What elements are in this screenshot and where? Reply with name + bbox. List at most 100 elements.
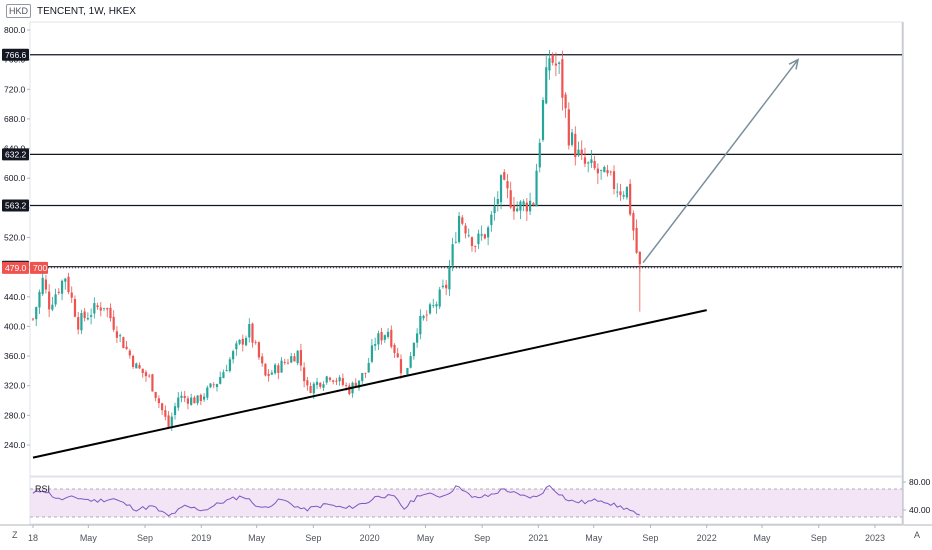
time-tick-label: May [248, 533, 266, 543]
candle-body [380, 331, 383, 341]
candle-body [244, 337, 248, 346]
candle-body [474, 246, 477, 247]
candle-body [115, 331, 119, 338]
candle-body [157, 398, 160, 404]
candle-body [612, 171, 616, 189]
candle-body [338, 377, 341, 382]
candle-body [432, 305, 435, 306]
price-tick-label: 360.0 [4, 351, 26, 361]
candle-body [222, 372, 225, 379]
candle-body [554, 63, 558, 66]
current-price-label: 479.0 [5, 263, 27, 273]
time-tick-label: Sep [305, 533, 321, 543]
candle-body [35, 307, 38, 320]
candle-body [106, 308, 109, 310]
candle-body [86, 318, 89, 320]
candle-body [303, 367, 306, 382]
candle-body [354, 382, 357, 388]
price-tick-label: 680.0 [4, 114, 26, 124]
candle-body [199, 394, 202, 402]
candle-body [445, 284, 448, 289]
countdown-label: 700 [33, 263, 47, 273]
candle-body [125, 346, 128, 349]
candle-body [135, 363, 138, 369]
support-trendline[interactable] [32, 309, 707, 459]
candle-body [396, 353, 399, 358]
time-tick-label: Sep [811, 533, 827, 543]
candle-body [325, 376, 328, 383]
candle-body [564, 94, 567, 109]
price-tick-label: 440.0 [4, 292, 26, 302]
candle-body [583, 157, 587, 164]
projection-arrow-head [788, 58, 800, 70]
candle-body [593, 160, 596, 169]
candle-body [261, 356, 264, 364]
candle-body [438, 289, 441, 307]
rsi-pane-title: RSI [35, 484, 51, 494]
candle-body [293, 356, 296, 362]
candle-body [599, 170, 603, 171]
projection-arrow[interactable] [642, 59, 799, 264]
price-tick-label: 600.0 [4, 173, 26, 183]
candle-body [151, 374, 154, 392]
candle-body [241, 338, 244, 345]
candle-body [267, 373, 270, 376]
candle-body [525, 202, 528, 212]
candle-body [528, 200, 532, 212]
candle-body [190, 397, 193, 405]
time-tick-label: 2022 [697, 533, 717, 543]
candle-body [141, 368, 144, 374]
candle-body [99, 307, 102, 311]
candle-body [435, 304, 438, 307]
time-tick-label: May [754, 533, 772, 543]
candle-body [580, 149, 583, 156]
candle-body [535, 170, 538, 207]
candle-body [54, 294, 57, 305]
price-tick-label: 400.0 [4, 321, 26, 331]
level-price-label: 632.2 [5, 149, 27, 159]
candle-body [112, 316, 115, 330]
candle-body [322, 384, 325, 388]
candle-body [635, 227, 638, 253]
price-tick-label: 800.0 [4, 25, 26, 35]
price-pane[interactable] [29, 21, 903, 477]
candle-body [412, 342, 415, 357]
candle-body [170, 416, 173, 427]
candle-body [309, 386, 312, 393]
candle-body [273, 364, 277, 374]
candle-body [454, 241, 457, 243]
candle-body [154, 392, 157, 398]
candle-body [280, 360, 283, 373]
candle-body [64, 278, 67, 282]
candle-body [367, 362, 370, 373]
rsi-line [32, 484, 640, 517]
currency-badge[interactable]: HKD [6, 4, 32, 18]
candle-body [393, 344, 396, 353]
level-price-tag [2, 148, 29, 161]
candle-body [90, 315, 93, 317]
candle-body [177, 397, 180, 408]
candle-body [102, 307, 106, 309]
symbol-title[interactable]: TENCENT, 1W, HKEX [37, 5, 136, 17]
candle-body [370, 345, 374, 362]
level-price-tag [2, 199, 29, 212]
level-price-label: 766.6 [5, 50, 27, 60]
candle-body [428, 304, 432, 314]
candle-body [144, 372, 148, 377]
candle-body [374, 344, 377, 346]
candle-body [422, 315, 425, 319]
price-tick-label: 320.0 [4, 381, 26, 391]
candle-body [629, 183, 632, 215]
time-tick-label: 18 [28, 533, 38, 543]
candle-body [186, 398, 190, 404]
candle-body [319, 382, 322, 387]
current-price-tag [2, 261, 29, 274]
auto-scale-toggle[interactable]: A [914, 530, 921, 540]
candle-body [361, 373, 364, 382]
candle-body [487, 227, 490, 238]
candle-body [551, 54, 554, 63]
price-tick-label: 280.0 [4, 410, 26, 420]
candle-body [228, 359, 231, 372]
timezone-toggle[interactable]: Z [12, 530, 18, 540]
